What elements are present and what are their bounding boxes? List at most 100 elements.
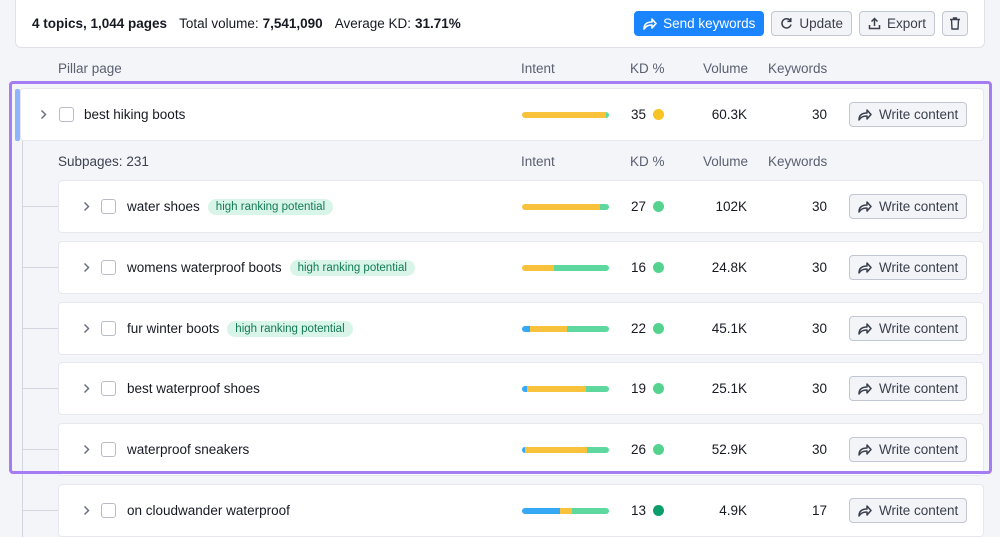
export-button[interactable]: Export [858, 11, 935, 36]
subpages-label: Subpages: [58, 154, 123, 169]
sub-header-kd: KD % [630, 154, 665, 169]
intent-segment [554, 264, 609, 271]
expand-chevron-icon[interactable] [81, 323, 91, 334]
keyword-cell: best waterproof shoes [127, 381, 260, 396]
write-content-button[interactable]: Write content [849, 255, 968, 280]
write-content-button[interactable]: Write content [849, 437, 968, 462]
subpage-row[interactable]: on cloudwander waterproof 13 4.9K 17 Write c… [58, 484, 984, 537]
kd-value: 27 [631, 199, 647, 214]
subpage-row[interactable]: waterproof sneakers 26 52.9K 30 Write conten… [58, 423, 984, 476]
kd-difficulty-dot [653, 444, 665, 455]
intent-segment [585, 385, 609, 392]
summary: 4 topics, 1,044 pages Total volume: 7,54… [32, 16, 461, 31]
intent-segment [522, 264, 555, 271]
keywords-count: 30 [811, 381, 827, 396]
write-content-button[interactable]: Write content [849, 376, 968, 401]
row-checkbox[interactable] [101, 381, 116, 396]
subpage-row[interactable]: fur winter boots high ranking potential 22… [58, 302, 984, 355]
kd-cell: 22 [631, 321, 665, 336]
subpage-row[interactable]: water shoes high ranking potential 27 102K 3… [58, 180, 984, 233]
write-arrow-icon [858, 322, 879, 335]
row-checkbox[interactable] [101, 199, 116, 214]
write-content-label: Write content [879, 107, 959, 122]
kd-difficulty-dot [653, 262, 665, 273]
volume-value: 60.3K [711, 107, 747, 122]
intent-segment [522, 111, 607, 118]
intent-segment [560, 507, 572, 514]
keyword-text[interactable]: womens waterproof boots [127, 260, 282, 275]
write-content-button[interactable]: Write content [849, 316, 968, 341]
kd-cell: 13 [631, 503, 665, 518]
keyword-text[interactable]: on cloudwander waterproof [127, 503, 290, 518]
row-checkbox[interactable] [59, 107, 74, 122]
subpage-row[interactable]: womens waterproof boots high ranking pote… [58, 241, 984, 294]
write-content-label: Write content [879, 503, 959, 518]
volume-value: 4.9K [719, 503, 747, 518]
delete-button[interactable] [942, 11, 968, 36]
header-keywords: Keywords [768, 61, 828, 76]
total-volume-value: 7,541,090 [262, 16, 323, 31]
kd-cell: 16 [631, 260, 665, 275]
kd-value: 13 [631, 503, 647, 518]
write-arrow-icon [858, 108, 879, 121]
trash-icon [950, 17, 960, 30]
tree-connector [22, 449, 58, 450]
kd-difficulty-dot [653, 109, 665, 120]
kd-value: 19 [631, 381, 647, 396]
volume-value: 45.1K [711, 321, 747, 336]
intent-segment [524, 446, 588, 453]
expand-chevron-icon[interactable] [38, 109, 48, 120]
tree-connector [22, 388, 58, 389]
header-volume: Volume [703, 61, 749, 76]
topics-pages-count: 4 topics, 1,044 pages [32, 16, 168, 31]
keywords-count: 30 [811, 442, 827, 457]
row-checkbox[interactable] [101, 442, 116, 457]
volume-value: 24.8K [711, 260, 747, 275]
pillar-row[interactable]: best hiking boots 35 60.3K 30 Write content [20, 88, 984, 141]
write-content-button[interactable]: Write content [849, 194, 968, 219]
keywords-count: 30 [811, 107, 827, 122]
kd-difficulty-dot [653, 201, 665, 212]
intent-bar [522, 446, 609, 453]
total-volume-label: Total volume: [179, 16, 259, 31]
keywords-count: 17 [811, 503, 827, 518]
intent-segment [587, 446, 609, 453]
keyword-text[interactable]: best hiking boots [84, 107, 186, 122]
share-arrow-icon [643, 17, 657, 30]
sub-header-keywords: Keywords [768, 154, 828, 169]
pillar-accent-bar [15, 89, 20, 141]
send-keywords-button[interactable]: Send keywords [634, 11, 765, 36]
keyword-text[interactable]: fur winter boots [127, 321, 220, 336]
upload-icon [868, 17, 881, 30]
sub-header-volume: Volume [703, 154, 749, 169]
kd-value: 16 [631, 260, 647, 275]
keyword-text[interactable]: water shoes [127, 199, 200, 214]
toolbar: Send keywords Update Export [627, 11, 968, 36]
header-pillar-page: Pillar page [58, 61, 122, 76]
kd-difficulty-dot [653, 323, 665, 334]
subpages-header: Subpages: 231 [58, 154, 149, 169]
expand-chevron-icon[interactable] [81, 201, 91, 212]
row-checkbox[interactable] [101, 321, 116, 336]
keywords-count: 30 [811, 260, 827, 275]
write-content-button[interactable]: Write content [849, 102, 968, 127]
keyword-text[interactable]: waterproof sneakers [127, 442, 250, 457]
volume-value: 25.1K [711, 381, 747, 396]
intent-segment [529, 325, 568, 332]
kd-difficulty-dot [653, 505, 665, 516]
expand-chevron-icon[interactable] [81, 383, 91, 394]
kd-cell: 27 [631, 199, 665, 214]
header-intent: Intent [521, 61, 555, 76]
row-checkbox[interactable] [101, 260, 116, 275]
expand-chevron-icon[interactable] [81, 444, 91, 455]
intent-segment [522, 385, 528, 392]
row-checkbox[interactable] [101, 503, 116, 518]
sub-header-intent: Intent [521, 154, 555, 169]
expand-chevron-icon[interactable] [81, 262, 91, 273]
keyword-text[interactable]: best waterproof shoes [127, 381, 260, 396]
keyword-cell: womens waterproof boots high ranking pote… [127, 259, 415, 276]
update-button[interactable]: Update [771, 11, 852, 36]
expand-chevron-icon[interactable] [81, 505, 91, 516]
write-content-button[interactable]: Write content [849, 498, 968, 523]
subpage-row[interactable]: best waterproof shoes 19 25.1K 30 Write cont… [58, 362, 984, 415]
